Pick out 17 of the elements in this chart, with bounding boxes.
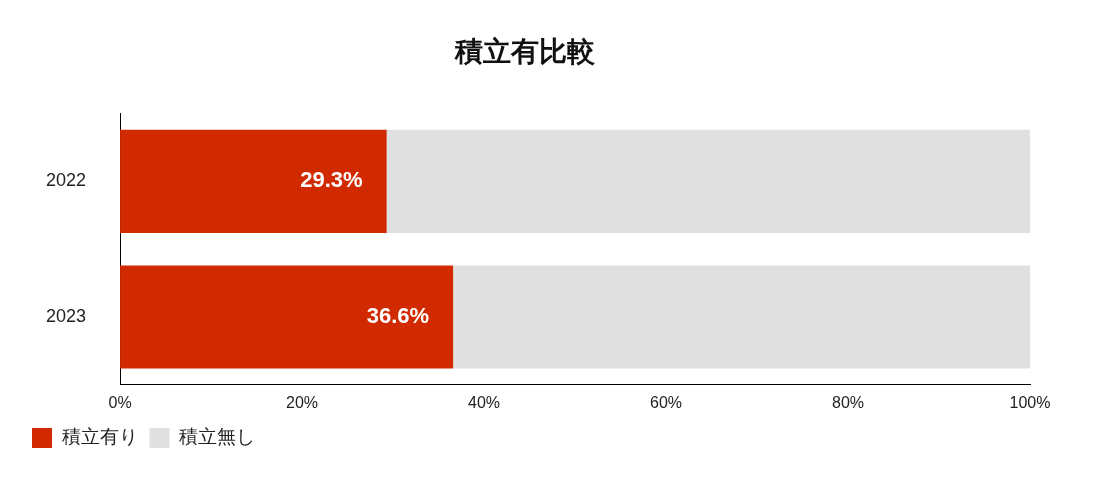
bar [120,129,387,233]
bar [386,129,1030,233]
x-tick-label: 80% [831,393,865,411]
x-tick-label: 20% [286,393,319,411]
x-tick-label: 0% [108,393,132,411]
bar [120,265,454,369]
data-label: 36.6% [366,303,430,329]
x-tick-label: 60% [650,393,683,411]
y-tick-label: 2023 [46,305,87,326]
chart-title: 積立有比較 [454,35,596,67]
legend-label: 積立無し [179,426,255,448]
data-label: 29.3% [300,167,363,193]
y-tick-label: 2022 [46,170,87,191]
bar [453,265,1030,369]
x-tick-label: 100% [1009,393,1051,411]
legend-label: 積立有り [61,426,138,448]
x-tick-label: 40% [468,393,501,411]
